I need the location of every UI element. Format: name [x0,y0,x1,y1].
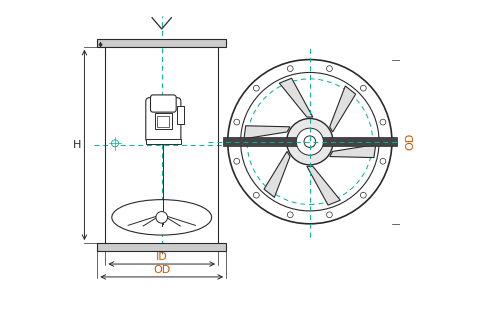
Circle shape [380,119,386,125]
Ellipse shape [112,200,212,235]
Bar [146,138,181,144]
Bar [98,243,226,251]
Circle shape [296,128,323,155]
Text: OD: OD [153,265,170,275]
Polygon shape [264,151,290,197]
Circle shape [111,140,119,147]
Circle shape [304,136,315,147]
Bar [155,113,172,129]
Polygon shape [307,166,340,205]
Circle shape [234,119,239,125]
Text: OD: OD [405,133,415,150]
Text: ID: ID [156,252,168,262]
Bar [98,39,226,47]
Circle shape [156,212,167,223]
Circle shape [360,85,366,91]
Circle shape [234,158,239,164]
Circle shape [253,85,259,91]
Text: H: H [73,140,82,150]
Circle shape [253,192,259,198]
Polygon shape [279,78,313,117]
Circle shape [240,72,379,211]
Circle shape [287,118,333,165]
Bar [223,137,397,146]
Polygon shape [330,145,376,157]
FancyBboxPatch shape [146,98,181,142]
Circle shape [228,60,392,224]
Circle shape [360,192,366,198]
Polygon shape [244,126,290,139]
Circle shape [326,212,332,218]
FancyBboxPatch shape [151,95,176,112]
Polygon shape [330,86,356,132]
Circle shape [287,212,293,218]
Circle shape [287,66,293,71]
Bar [157,116,169,127]
Bar [177,106,184,124]
Circle shape [326,66,332,71]
Circle shape [380,158,386,164]
